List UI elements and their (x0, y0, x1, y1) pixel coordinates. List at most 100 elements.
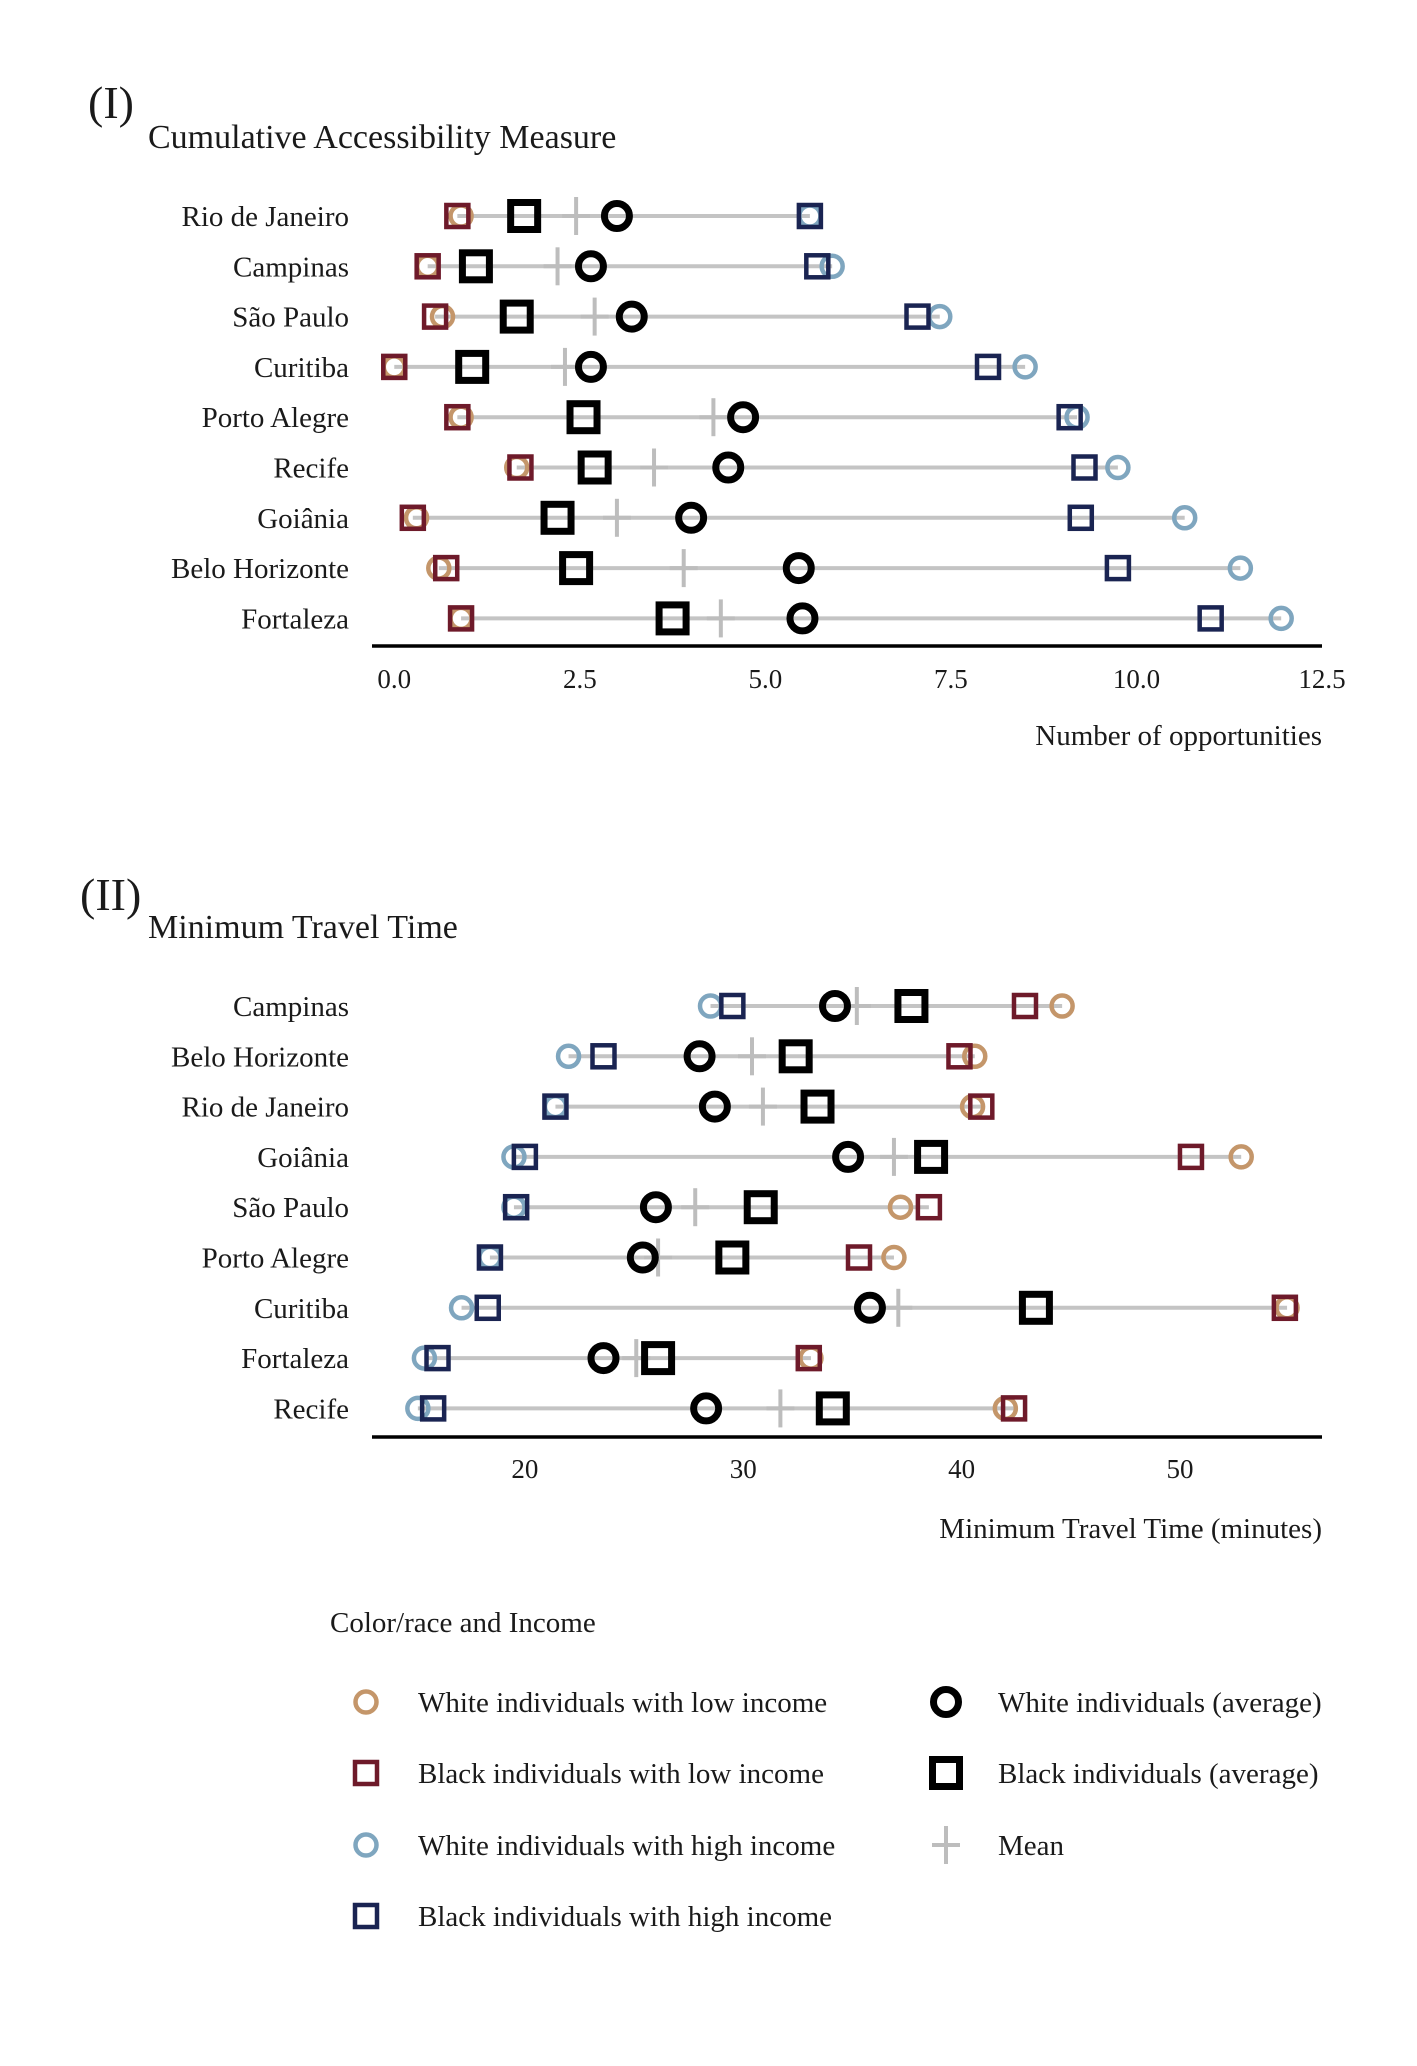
mean-marker (580, 297, 609, 336)
x-tick-label: 0.0 (377, 664, 411, 694)
white-low-marker (962, 1043, 988, 1070)
row-fortaleza: Fortaleza (241, 599, 1294, 638)
white-high-marker (555, 1043, 582, 1070)
black-low-marker (444, 403, 471, 431)
black-avg-marker (655, 601, 690, 636)
legend-item-mean: Mean (932, 1826, 1065, 1864)
black-high-marker (1067, 504, 1095, 532)
black-high-marker (590, 1043, 617, 1070)
black-avg-marker (577, 450, 612, 485)
white-avg-marker (727, 401, 760, 434)
mean-marker (681, 1188, 710, 1227)
white-avg-marker (615, 300, 648, 333)
row-label: Belo Horizonte (171, 553, 349, 585)
mean-legend-key (932, 1826, 960, 1864)
legend-label: White individuals with high income (418, 1830, 835, 1862)
white-avg-marker (675, 501, 708, 534)
row-label: São Paulo (232, 302, 349, 334)
white-avg-marker (853, 1291, 886, 1324)
black-high-marker (1056, 403, 1083, 431)
black-low-marker (421, 303, 449, 330)
black-avg-marker (778, 1039, 813, 1074)
black-avg-marker (815, 1391, 850, 1426)
x-tick-label: 30 (730, 1454, 757, 1484)
row-s-o-paulo: São Paulo (232, 1188, 943, 1227)
black-high-marker (476, 1244, 504, 1271)
row-rio-de-janeiro: Rio de Janeiro (181, 1087, 995, 1126)
panel-tag: (I) (88, 77, 134, 128)
white-avg-marker (786, 602, 819, 635)
x-tick-label: 7.5 (934, 664, 968, 694)
black-avg-marker (914, 1139, 949, 1174)
row-label: São Paulo (232, 1192, 349, 1224)
black-high-marker (974, 353, 1002, 381)
white-avg-marker (698, 1090, 731, 1123)
black-low-marker (447, 605, 475, 632)
white-high-marker (1268, 605, 1294, 632)
legend: Color/race and Income White individuals w… (330, 1607, 1322, 1933)
white-high-marker (819, 253, 845, 280)
legend-item-black-high: Black individuals with high income (352, 1901, 832, 1933)
black-low-marker (1177, 1143, 1205, 1171)
white-avg-marker (782, 552, 815, 585)
black-high-marker (1071, 454, 1098, 481)
row-belo-horizonte: Belo Horizonte (171, 549, 1254, 588)
black-high-marker (904, 303, 931, 330)
row-label: Goiânia (257, 503, 349, 535)
mean-marker (766, 1389, 795, 1428)
black-low-marker (399, 504, 427, 532)
black-low-marker (946, 1043, 973, 1070)
white-avg-marker (832, 1140, 865, 1173)
row-porto-alegre: Porto Alegre (202, 398, 1090, 437)
black-high-marker (511, 1143, 539, 1171)
black-avg-marker (507, 199, 542, 233)
white-avg-marker (818, 990, 851, 1022)
mean-marker (562, 197, 591, 235)
legend-title: Color/race and Income (330, 1607, 596, 1639)
x-tick-label: 40 (948, 1454, 975, 1484)
black-low-marker (845, 1244, 873, 1271)
black-high-marker (542, 1093, 569, 1120)
white-avg-marker (712, 451, 745, 484)
mean-marker (706, 599, 735, 638)
row-label: Rio de Janeiro (181, 1092, 349, 1124)
row-label: Porto Alegre (202, 1243, 349, 1275)
x-tick-label: 5.0 (748, 664, 782, 694)
black-high-marker (796, 202, 824, 230)
legend-label: Black individuals with high income (418, 1901, 832, 1933)
black-high-marker (804, 253, 831, 280)
white-high-marker (448, 1295, 475, 1321)
mean-marker (550, 347, 579, 386)
black-avg-marker (1018, 1290, 1053, 1325)
panel-tag: (II) (80, 869, 141, 920)
mean-marker (669, 549, 698, 588)
black-high-marker (419, 1395, 447, 1422)
x-tick-label: 12.5 (1298, 664, 1345, 694)
black-low-marker (432, 554, 460, 582)
row-label: Recife (273, 1393, 349, 1425)
black-avg-marker (641, 1341, 676, 1376)
legend-label: Mean (998, 1830, 1065, 1862)
white-avg-marker (690, 1392, 723, 1425)
mean-marker (543, 247, 572, 286)
black-avg-marker (455, 349, 490, 384)
chart-title: Minimum Travel Time (148, 909, 458, 946)
white-avg-marker (626, 1241, 659, 1274)
black-avg-marker (540, 500, 575, 535)
mean-marker (602, 498, 631, 537)
black-avg-marker (800, 1089, 835, 1124)
row-label: Campinas (233, 991, 349, 1023)
row-s-o-paulo: São Paulo (232, 297, 953, 336)
row-campinas: Campinas (233, 987, 1075, 1025)
row-label: Fortaleza (241, 1343, 349, 1375)
black-low-marker (414, 253, 441, 280)
black-low-marker (1011, 992, 1039, 1020)
white-high-marker (1012, 354, 1038, 380)
black-low-marker (444, 202, 471, 230)
x-tick-label: 20 (511, 1454, 538, 1484)
row-label: Curitiba (254, 352, 349, 384)
mean-marker (640, 448, 669, 487)
panel-cumulative-accessibility: (I) Cumulative Accessibility Measure Rio d… (88, 77, 1346, 752)
black-low-marker (1271, 1294, 1299, 1322)
mean-marker (748, 1087, 777, 1126)
